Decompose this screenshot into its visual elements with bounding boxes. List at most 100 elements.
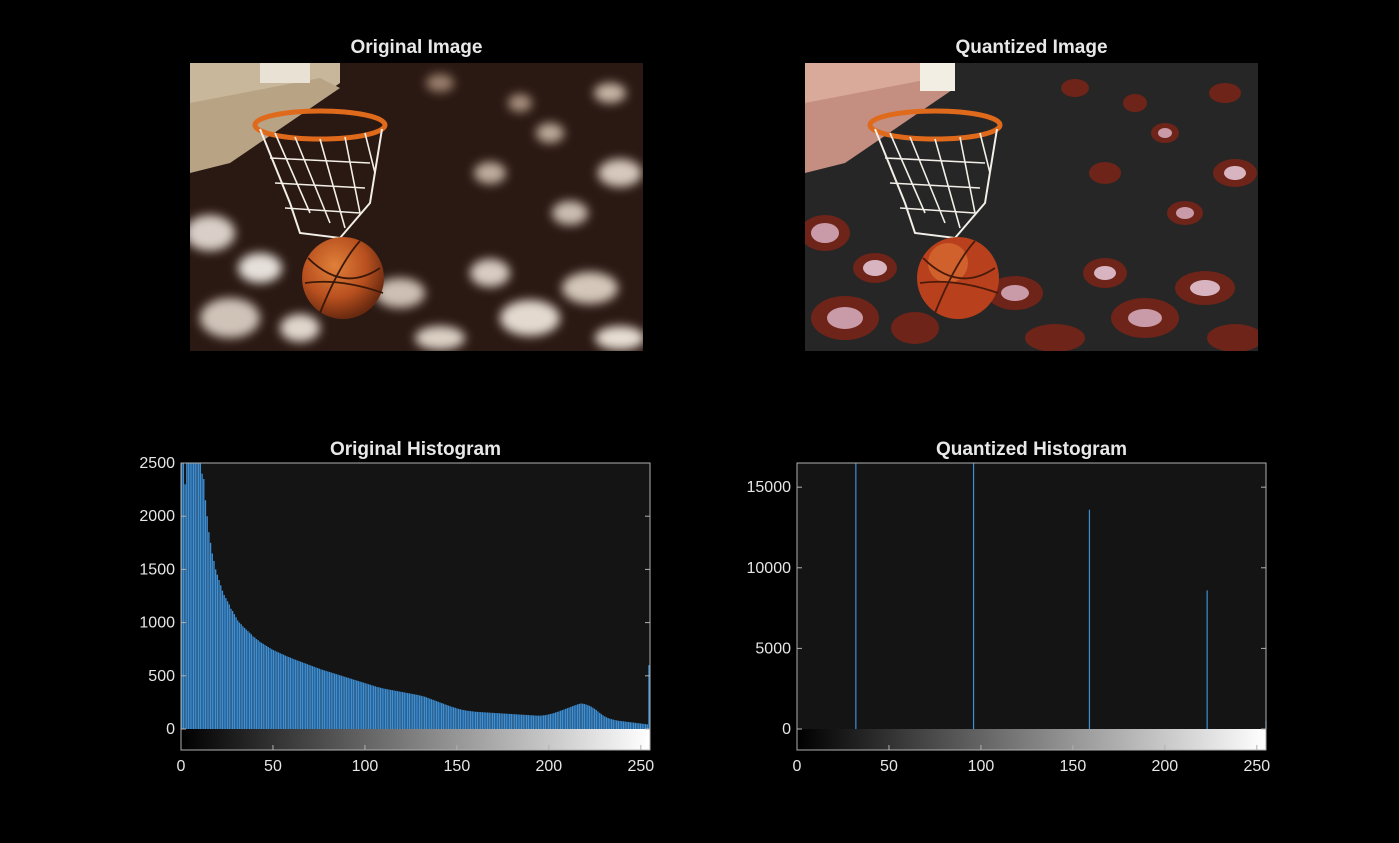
histogram-bar <box>548 714 550 729</box>
histogram-bar <box>242 626 244 729</box>
histogram-bar <box>191 463 193 729</box>
histogram-bar <box>430 699 433 729</box>
histogram-bar <box>240 624 242 729</box>
x-tick-label: 200 <box>1151 758 1178 775</box>
histogram-bar <box>578 703 580 729</box>
histogram-bar <box>576 704 579 729</box>
histogram-bar <box>451 706 453 729</box>
histogram-bar <box>282 654 285 729</box>
histogram-bar <box>349 678 351 729</box>
histogram-bar <box>621 721 623 729</box>
histogram-bar <box>250 634 253 729</box>
histogram-bar <box>359 681 361 729</box>
histogram-bar <box>352 679 354 729</box>
histogram-bar <box>604 716 606 729</box>
net <box>259 128 383 240</box>
histogram-bar <box>588 705 591 729</box>
histogram-bar <box>447 705 450 729</box>
histogram-bar <box>525 714 528 729</box>
histogram-bar <box>529 715 531 729</box>
histogram-bar <box>410 693 412 729</box>
histogram-bar <box>308 664 310 729</box>
histogram-bar <box>524 714 526 729</box>
original-histogram-title: Original Histogram <box>329 439 502 460</box>
histogram-bar <box>546 714 548 729</box>
histogram-bar <box>449 706 451 729</box>
histogram-bar <box>612 719 614 729</box>
axes-frame <box>796 462 1267 751</box>
histogram-bar <box>245 629 247 729</box>
histogram-bar <box>638 723 640 729</box>
histogram-bar <box>366 683 368 729</box>
histogram-bar <box>204 500 207 729</box>
histogram-bar <box>259 641 261 729</box>
plot-area <box>797 463 1266 729</box>
x-tick-label: 150 <box>444 758 471 775</box>
x-tick-label: 50 <box>264 758 282 775</box>
y-tick-label: 5000 <box>755 640 791 657</box>
x-tick-label: 250 <box>627 758 654 775</box>
histogram-bar <box>634 722 637 729</box>
histogram-bar <box>648 665 650 729</box>
histogram-bar <box>233 614 236 729</box>
histogram-bar <box>274 650 276 729</box>
x-tick-label: 150 <box>1060 758 1087 775</box>
histogram-bar <box>417 694 419 729</box>
histogram-bar <box>344 676 346 729</box>
histogram-bar <box>221 590 224 729</box>
histogram-bar <box>184 484 186 729</box>
histogram-bar <box>522 714 524 729</box>
histogram-bar <box>284 655 287 729</box>
histogram-bar <box>644 724 647 729</box>
histogram-bar <box>418 695 421 729</box>
histogram-bar <box>264 644 266 729</box>
histogram-bar <box>318 668 320 729</box>
histogram-bar <box>291 658 293 729</box>
histogram-bar <box>218 580 220 729</box>
histogram-bar <box>230 608 232 729</box>
histogram-bar <box>323 670 326 729</box>
histogram-bar <box>208 532 210 729</box>
histogram-bar <box>228 604 230 729</box>
histogram-bar <box>440 703 443 729</box>
histogram-bar <box>427 697 429 729</box>
histogram-bar <box>420 695 422 729</box>
histogram-bar <box>243 627 246 729</box>
histogram-bar <box>639 723 642 729</box>
histogram-bar <box>379 687 382 729</box>
histogram-bar <box>597 711 599 729</box>
histogram-bar <box>271 649 273 729</box>
histogram-bar <box>289 657 292 729</box>
histogram-bar <box>206 516 208 729</box>
histogram-bar <box>582 703 584 729</box>
histogram-bar <box>201 473 203 729</box>
histogram-bar <box>485 712 487 729</box>
histogram-bar <box>393 690 395 729</box>
histogram-bar <box>189 463 191 729</box>
histogram-bar <box>281 653 283 729</box>
histogram-bar <box>573 705 575 729</box>
y-tick-label: 15000 <box>747 479 792 496</box>
histogram-bar <box>386 689 388 729</box>
histogram-bar <box>527 715 530 729</box>
grayscale-colorbar <box>797 729 1266 750</box>
histogram-bar <box>593 708 596 729</box>
histogram-bar <box>182 463 185 729</box>
histogram-bar <box>469 711 472 729</box>
histogram-bar <box>223 594 225 729</box>
histogram-bar <box>626 721 628 729</box>
histogram-bar <box>332 673 334 729</box>
histogram-bar <box>371 685 373 729</box>
histogram-bar <box>592 707 594 729</box>
histogram-bar <box>255 639 258 729</box>
histogram-bar <box>247 631 249 729</box>
histogram-bar <box>335 674 337 729</box>
histogram-bar <box>384 688 387 729</box>
histogram-bar <box>400 691 402 729</box>
histogram-bar <box>237 620 239 729</box>
histogram-bar <box>600 714 603 729</box>
histogram-bar <box>432 699 434 729</box>
histogram-bar <box>305 663 307 729</box>
y-tick-label: 0 <box>782 721 791 738</box>
histogram-bar <box>561 710 563 729</box>
